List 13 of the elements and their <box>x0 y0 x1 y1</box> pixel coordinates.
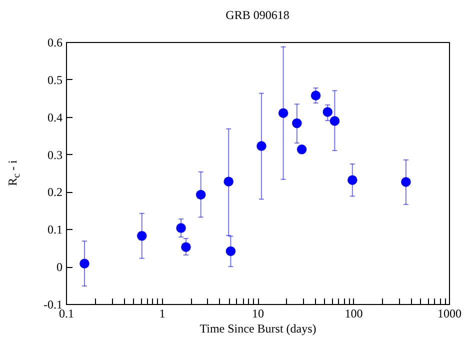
y-tick-label: 0.2 <box>48 185 62 200</box>
x-tick-label: 1 <box>159 306 166 320</box>
y-tick-label: 0.5 <box>48 72 62 87</box>
y-tick-label: 0.4 <box>48 110 62 124</box>
x-axis-title: Time Since Burst (days) <box>200 322 316 336</box>
x-tick-label: 1000 <box>438 306 462 320</box>
y-tick-label: 0.1 <box>48 222 62 237</box>
x-tick-label: 10 <box>252 306 264 320</box>
chart-title: GRB 090618 <box>226 8 290 22</box>
y-tick-label: 0.6 <box>48 36 62 50</box>
x-tick-label: 100 <box>344 306 363 320</box>
y-tick-label: 0.3 <box>48 148 62 162</box>
y-tick-label: 0 <box>56 260 62 274</box>
